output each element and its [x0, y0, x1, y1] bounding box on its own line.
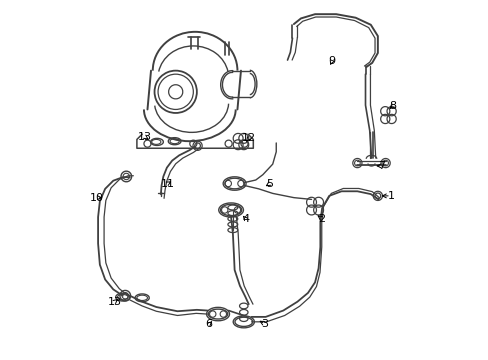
- Text: 1: 1: [386, 191, 394, 201]
- Text: 6: 6: [205, 319, 212, 329]
- Text: 7: 7: [378, 161, 385, 171]
- Text: 13: 13: [107, 297, 122, 307]
- Text: 2: 2: [318, 214, 325, 224]
- Text: 3: 3: [261, 319, 268, 329]
- Text: 12: 12: [241, 133, 255, 143]
- Text: 13: 13: [138, 132, 152, 142]
- Text: 10: 10: [90, 193, 104, 203]
- Text: 5: 5: [266, 179, 273, 189]
- Text: 8: 8: [388, 101, 395, 111]
- Text: 11: 11: [160, 179, 174, 189]
- Text: 4: 4: [242, 214, 248, 224]
- Text: 9: 9: [328, 56, 335, 66]
